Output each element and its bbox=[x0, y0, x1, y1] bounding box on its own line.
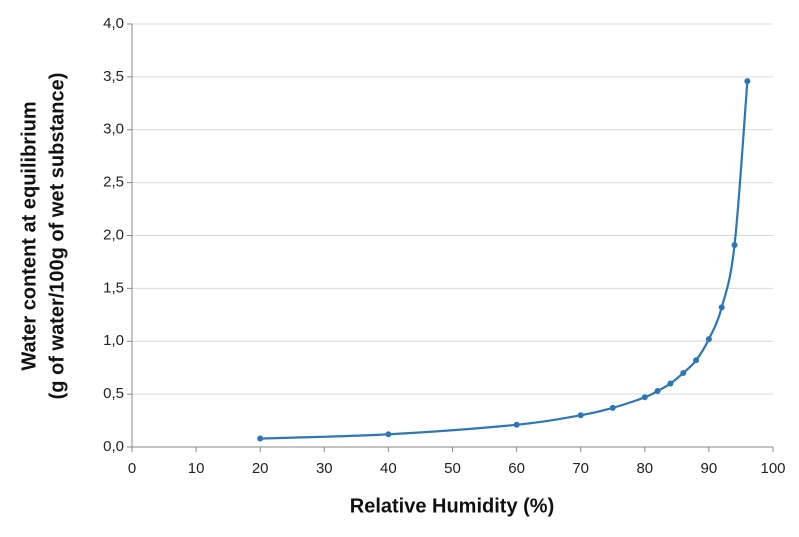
y-tick-label: 2,0 bbox=[103, 226, 124, 243]
data-line bbox=[260, 81, 749, 440]
data-point bbox=[257, 435, 264, 442]
x-tick-label: 90 bbox=[701, 460, 718, 477]
data-point bbox=[718, 304, 725, 311]
data-point bbox=[667, 380, 674, 387]
x-tick-label: 20 bbox=[252, 460, 269, 477]
data-point bbox=[577, 412, 584, 419]
data-point bbox=[744, 78, 751, 85]
data-point bbox=[731, 242, 738, 249]
data-point bbox=[705, 336, 712, 343]
data-point bbox=[513, 421, 520, 428]
y-tick-label: 2,5 bbox=[103, 174, 124, 191]
data-point bbox=[654, 387, 661, 394]
y-axis-title: (g of water/100g of wet substance) bbox=[46, 73, 68, 400]
data-point bbox=[385, 431, 392, 438]
y-tick-label: 1,0 bbox=[103, 332, 124, 349]
x-tick-label: 70 bbox=[572, 460, 589, 477]
data-point bbox=[641, 394, 648, 401]
y-axis-title: Water content at equilibrium bbox=[18, 101, 40, 370]
data-point bbox=[609, 404, 616, 411]
x-tick-label: 80 bbox=[636, 460, 653, 477]
x-tick-label: 40 bbox=[380, 460, 397, 477]
x-tick-label: 100 bbox=[760, 460, 785, 477]
x-tick-label: 0 bbox=[128, 460, 136, 477]
y-tick-label: 1,5 bbox=[103, 279, 124, 296]
y-tick-label: 4,0 bbox=[103, 15, 124, 32]
x-tick-label: 60 bbox=[508, 460, 525, 477]
y-tick-label: 0,5 bbox=[103, 385, 124, 402]
y-tick-label: 0,0 bbox=[103, 438, 124, 455]
x-tick-label: 10 bbox=[188, 460, 205, 477]
data-point bbox=[680, 369, 687, 376]
x-axis-title: Relative Humidity (%) bbox=[350, 495, 554, 517]
data-point bbox=[693, 357, 700, 364]
x-tick-label: 50 bbox=[444, 460, 461, 477]
x-tick-label: 30 bbox=[316, 460, 333, 477]
y-tick-label: 3,0 bbox=[103, 121, 124, 138]
y-tick-label: 3,5 bbox=[103, 68, 124, 85]
